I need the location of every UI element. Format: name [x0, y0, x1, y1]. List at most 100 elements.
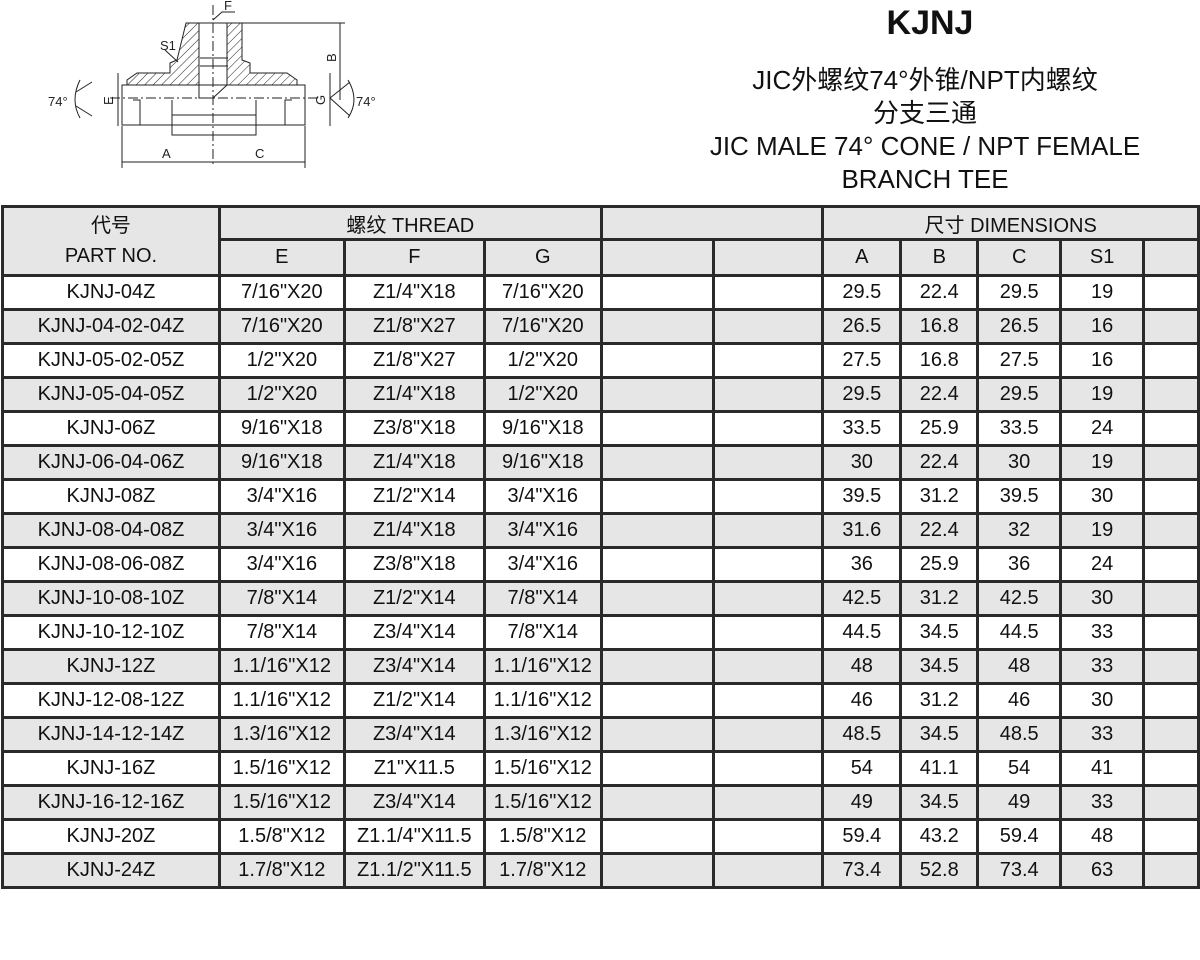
table-cell: 36 — [976, 546, 1063, 583]
part-no-header: 代号 PART NO. — [1, 205, 221, 277]
table-cell: 33 — [1059, 716, 1146, 753]
table-cell: 48 — [976, 648, 1063, 685]
table-cell: 34.5 — [899, 784, 980, 821]
table-cell: KJNJ-14-12-14Z — [1, 716, 221, 753]
table-cell: Z1/2"X14 — [342, 682, 486, 719]
label-b: B — [324, 53, 339, 62]
table-cell — [1142, 682, 1200, 719]
thread-header: 螺纹 THREAD — [217, 205, 603, 241]
table-cell: 22.4 — [899, 512, 980, 549]
table-cell: Z1/4"X18 — [342, 444, 486, 481]
table-cell — [599, 478, 715, 515]
table-cell: 30 — [1059, 478, 1146, 515]
table-cell: 1.5/8"X12 — [217, 818, 346, 855]
table-row: KJNJ-10-12-10Z 7/8"X14 Z3/4"X14 7/8"X14 44.5… — [1, 614, 1200, 651]
table-cell: 34.5 — [899, 648, 980, 685]
column-header-b: B — [899, 238, 980, 277]
table-cell: KJNJ-12Z — [1, 648, 221, 685]
table-row: KJNJ-06-04-06Z 9/16"X18 Z1/4"X18 9/16"X18 30… — [1, 444, 1200, 481]
table-cell: 3/4"X16 — [482, 512, 603, 549]
table-cell: 7/8"X14 — [217, 580, 346, 617]
table-cell — [711, 512, 825, 549]
table-cell: 25.9 — [899, 410, 980, 447]
table-cell: 1.5/16"X12 — [217, 784, 346, 821]
table-cell: KJNJ-12-08-12Z — [1, 682, 221, 719]
table-cell — [711, 716, 825, 753]
table-cell — [1142, 750, 1200, 787]
table-cell: 46 — [821, 682, 903, 719]
table-cell: 3/4"X16 — [217, 512, 346, 549]
subtitle-en-1: JIC MALE 74° CONE / NPT FEMALE — [709, 131, 1141, 161]
table-cell: Z1/8"X27 — [342, 308, 486, 345]
table-cell — [599, 818, 715, 855]
table-cell: Z1.1/2"X11.5 — [342, 852, 486, 889]
table-cell: 1.5/16"X12 — [482, 784, 603, 821]
part-no-header-cn: 代号 — [90, 215, 131, 237]
column-header-s1: S1 — [1059, 238, 1146, 277]
table-cell — [599, 852, 715, 889]
table-row: KJNJ-16Z 1.5/16"X12 Z1"X11.5 1.5/16"X12 54 41… — [1, 750, 1200, 787]
table-cell — [711, 410, 825, 447]
column-header-g: G — [482, 238, 603, 277]
table-cell: Z1"X11.5 — [342, 750, 486, 787]
label-c: C — [255, 146, 264, 161]
table-cell: 16 — [1059, 342, 1146, 379]
table-cell: 31.2 — [899, 478, 980, 515]
table-cell: Z1/8"X27 — [342, 342, 486, 379]
table-cell: KJNJ-05-04-05Z — [1, 376, 221, 413]
table-cell — [1142, 852, 1200, 889]
table-cell: 44.5 — [976, 614, 1063, 651]
table-cell: 31.2 — [899, 580, 980, 617]
table-cell: 34.5 — [899, 614, 980, 651]
table-cell: 1.3/16"X12 — [217, 716, 346, 753]
table-cell: 16.8 — [899, 308, 980, 345]
table-cell — [1142, 376, 1200, 413]
table-cell: 29.5 — [976, 376, 1063, 413]
table-cell: 3/4"X16 — [217, 546, 346, 583]
table-cell: 33 — [1059, 614, 1146, 651]
table-cell: 48.5 — [821, 716, 903, 753]
table-cell: 39.5 — [976, 478, 1063, 515]
label-e: E — [101, 96, 116, 105]
table-cell: Z3/8"X18 — [342, 546, 486, 583]
column-header-blank — [1142, 238, 1200, 277]
table-cell: Z3/4"X14 — [342, 784, 486, 821]
table-cell: 32 — [976, 512, 1063, 549]
table-cell: 46 — [976, 682, 1063, 719]
column-header-c: C — [976, 238, 1063, 277]
table-cell: 49 — [821, 784, 903, 821]
table-cell: 1/2"X20 — [217, 342, 346, 379]
table-cell: 63 — [1059, 852, 1146, 889]
table-cell: 16 — [1059, 308, 1146, 345]
table-cell: 7/8"X14 — [482, 614, 603, 651]
table-cell: 29.5 — [976, 274, 1063, 311]
table-cell: Z1/4"X18 — [342, 274, 486, 311]
table-cell: 7/16"X20 — [482, 308, 603, 345]
table-row: KJNJ-08Z 3/4"X16 Z1/2"X14 3/4"X16 39.5 31.2 39… — [1, 478, 1200, 515]
table-cell — [599, 614, 715, 651]
table-cell: 31.6 — [821, 512, 903, 549]
table-cell: 39.5 — [821, 478, 903, 515]
table-cell: 33 — [1059, 648, 1146, 685]
column-header-blank — [711, 238, 825, 277]
tee-fitting-drawing: F S1 B E G A C 74° 74° — [48, 0, 376, 168]
label-a: A — [162, 146, 171, 161]
table-cell — [1142, 444, 1200, 481]
table-cell: KJNJ-10-12-10Z — [1, 614, 221, 651]
table-cell — [711, 750, 825, 787]
table-cell — [1142, 716, 1200, 753]
table-row: KJNJ-08-06-08Z 3/4"X16 Z3/8"X18 3/4"X16 36 25… — [1, 546, 1200, 583]
table-cell: 73.4 — [976, 852, 1063, 889]
table-cell — [599, 648, 715, 685]
table-cell: 34.5 — [899, 716, 980, 753]
table-cell: 24 — [1059, 546, 1146, 583]
table-cell: Z1/4"X18 — [342, 512, 486, 549]
table-row: KJNJ-08-04-08Z 3/4"X16 Z1/4"X18 3/4"X16 31.6… — [1, 512, 1200, 549]
table-cell: 33.5 — [821, 410, 903, 447]
table-cell: 7/16"X20 — [482, 274, 603, 311]
table-cell: 29.5 — [821, 376, 903, 413]
table-cell: 1.5/16"X12 — [482, 750, 603, 787]
table-cell: 59.4 — [821, 818, 903, 855]
